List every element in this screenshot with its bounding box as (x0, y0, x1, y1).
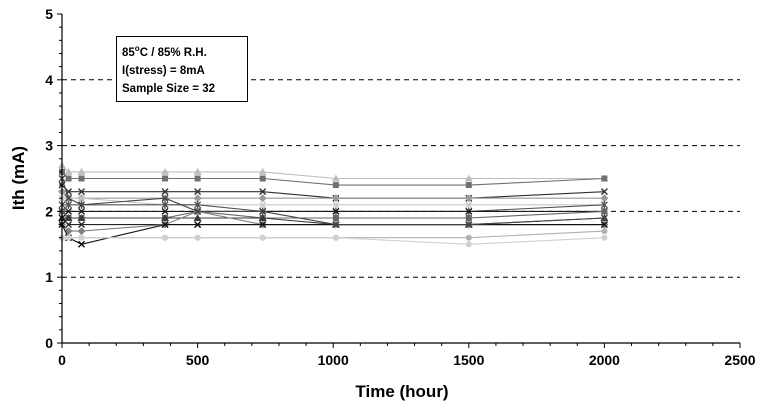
data-point (193, 167, 202, 175)
data-point (331, 194, 340, 203)
data-point (162, 175, 169, 182)
data-point (64, 167, 73, 175)
data-point (259, 221, 267, 229)
data-point (259, 175, 266, 182)
data-point (332, 221, 340, 229)
y-tick-label: 5 (45, 6, 53, 22)
data-point (259, 234, 266, 241)
x-tick-label: 1500 (453, 352, 484, 368)
data-point (78, 240, 86, 248)
data-point (332, 182, 339, 189)
data-point (465, 234, 472, 241)
data-point (464, 174, 473, 182)
data-point (161, 167, 170, 175)
y-axis-title: Ith (mA) (9, 146, 28, 210)
series-14 (59, 234, 608, 248)
data-point (78, 234, 85, 241)
x-tick-label: 2000 (589, 352, 620, 368)
data-point (601, 228, 608, 235)
series-7 (58, 207, 608, 215)
axes (57, 13, 741, 348)
data-point (65, 194, 73, 202)
series-line (61, 164, 605, 180)
data-point (464, 194, 473, 203)
data-point (77, 167, 86, 175)
data-point (78, 194, 86, 202)
data-point (601, 234, 608, 241)
y-tick-label: 2 (45, 203, 53, 219)
data-point (465, 221, 473, 229)
x-tick-label: 500 (186, 352, 210, 368)
data-point (65, 175, 72, 182)
series-15 (58, 175, 608, 229)
data-point (332, 234, 339, 241)
data-point (194, 175, 201, 182)
data-point (161, 221, 169, 229)
tick-labels: 0 1 2 3 4 5 0 500 1000 1500 2000 2500 (45, 6, 756, 368)
data-point (78, 221, 86, 229)
data-point (600, 221, 608, 229)
data-point (465, 182, 472, 189)
data-point (161, 200, 169, 209)
data-point (259, 188, 267, 196)
data-point (78, 175, 85, 182)
y-tick-label: 0 (45, 335, 53, 351)
data-point (258, 213, 267, 221)
data-point (65, 207, 73, 215)
data-point (78, 201, 86, 209)
data-point (259, 201, 267, 209)
data-point (194, 221, 202, 229)
data-point (194, 234, 201, 241)
x-axis-title: Time (hour) (355, 382, 448, 401)
data-point (161, 188, 169, 196)
data-point (258, 194, 267, 203)
data-point (332, 207, 340, 215)
data-point (600, 200, 608, 209)
data-point (600, 194, 609, 203)
data-point (162, 234, 169, 241)
data-point (194, 188, 202, 196)
data-point (193, 213, 202, 221)
data-point (331, 174, 340, 182)
data-point (600, 214, 608, 222)
y-tick-label: 4 (45, 72, 53, 88)
data-point (601, 175, 608, 182)
annotation-line-condition: 85oC / 85% R.H. (122, 44, 207, 59)
data-point (77, 227, 86, 236)
data-point (193, 194, 202, 203)
data-point (65, 234, 72, 241)
data-point (78, 207, 86, 215)
y-tick-label: 1 (45, 269, 53, 285)
x-tick-label: 2500 (724, 352, 755, 368)
data-series (58, 161, 609, 248)
annotation-line-sample-size: Sample Size = 32 (122, 82, 216, 95)
data-point (161, 207, 169, 215)
data-point (161, 213, 170, 221)
data-point (465, 241, 472, 248)
data-point (77, 213, 86, 221)
data-point (65, 200, 72, 209)
x-tick-label: 0 (58, 352, 66, 368)
data-point (259, 207, 267, 215)
data-point (194, 207, 202, 215)
data-point (78, 188, 86, 196)
data-point (465, 201, 473, 209)
data-point (258, 167, 267, 175)
x-tick-label: 1000 (318, 352, 349, 368)
data-point (161, 194, 169, 202)
conditions-annotation: 85oC / 85% R.H. I(stress) = 8mA Sample S… (116, 36, 248, 102)
data-point (600, 188, 608, 196)
data-point (601, 208, 608, 215)
y-tick-label: 3 (45, 138, 53, 154)
data-point (465, 207, 473, 215)
data-point (332, 201, 340, 209)
data-point (65, 221, 73, 229)
data-point (465, 214, 472, 221)
series-8 (59, 208, 608, 221)
data-point (332, 214, 339, 221)
data-point (64, 213, 73, 221)
annotation-line-stress: I(stress) = 8mA (122, 64, 205, 77)
